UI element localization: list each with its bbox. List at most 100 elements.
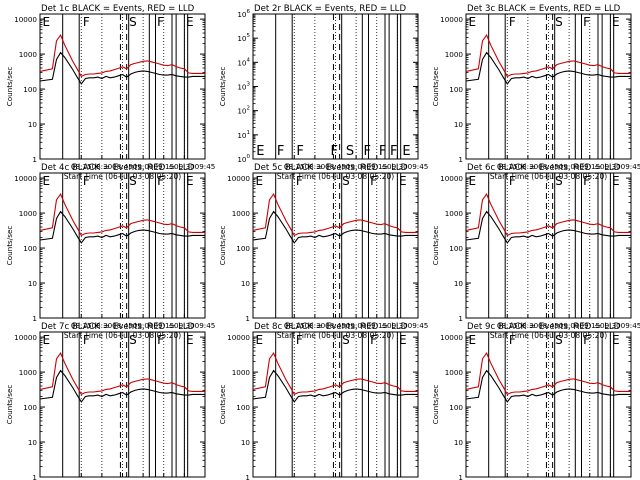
x-tick-label: 09:30 <box>600 162 621 171</box>
x-tick-label: 09:45 <box>621 321 640 330</box>
y-tick-label: 1 <box>245 473 250 480</box>
flag-letter: S <box>555 333 563 347</box>
panel-title: Det 9c BLACK = Events, RED = LLD <box>467 322 621 332</box>
flag-letter: E <box>255 333 263 347</box>
y-tick-label: 10000 <box>14 174 37 183</box>
y-tick-label: 105 <box>237 33 250 43</box>
flag-letter: E <box>468 15 476 29</box>
y-tick-label: 10000 <box>227 174 250 183</box>
flag-letter: S <box>129 15 137 29</box>
flag-letter: E <box>612 174 620 188</box>
y-tick-label: 1 <box>32 473 37 480</box>
x-tick-label: 08:15 <box>284 321 305 330</box>
events-series-line <box>40 210 205 244</box>
y-tick-label: 10 <box>454 279 464 288</box>
x-tick-label: 09:00 <box>346 321 367 330</box>
y-axis-label: Counts/sec <box>218 385 227 425</box>
x-tick-label: 08:45 <box>112 321 133 330</box>
x-tick-label: 09:15 <box>366 162 387 171</box>
panel-title: Det 3c BLACK = Events, RED = LLD <box>467 4 621 14</box>
events-series-line <box>253 369 418 403</box>
flag-letter: E <box>186 174 194 188</box>
flag-letter: E <box>399 174 407 188</box>
flag-letter: E <box>42 174 50 188</box>
panel-title: Det 8c BLACK = Events, RED = LLD <box>254 322 408 332</box>
y-axis-label: Counts/sec <box>431 385 440 425</box>
events-series-line <box>40 51 205 85</box>
events-series-line <box>466 369 631 403</box>
y-tick-label: 1 <box>32 314 37 323</box>
flag-letter: S <box>129 333 137 347</box>
flag-letter: F <box>296 144 303 159</box>
y-axis-label: Counts/sec <box>218 67 227 107</box>
flag-letter: E <box>255 174 263 188</box>
flag-letter: F <box>277 144 284 159</box>
flag-letter: E <box>42 15 50 29</box>
x-tick-label: 08:15 <box>284 162 305 171</box>
y-tick-label: 100 <box>237 154 250 164</box>
lld-series-line <box>253 192 418 237</box>
flag-letter: F <box>379 144 386 159</box>
flag-letter: F <box>364 144 371 159</box>
flag-letter: E <box>612 333 620 347</box>
y-tick-label: 100 <box>449 85 463 94</box>
x-tick-label: 09:00 <box>346 162 367 171</box>
flag-letter: F <box>83 333 90 347</box>
x-tick-label: 09:00 <box>133 162 154 171</box>
flag-letter: F <box>157 15 164 29</box>
flag-letter: F <box>83 174 90 188</box>
flag-letter: F <box>370 174 377 188</box>
flag-letter: F <box>331 144 338 159</box>
y-tick-label: 100 <box>449 403 463 412</box>
flag-letter: S <box>555 15 563 29</box>
lld-series-line <box>40 192 205 237</box>
flag-letter: E <box>468 174 476 188</box>
y-tick-label: 1 <box>245 314 250 323</box>
lld-series-line <box>40 33 205 78</box>
x-tick-label: 08:15 <box>497 162 518 171</box>
y-tick-label: 102 <box>237 106 250 116</box>
flag-letter: E <box>186 333 194 347</box>
y-tick-label: 10 <box>28 438 38 447</box>
lld-series-line <box>466 192 631 237</box>
x-tick-label: 08:45 <box>325 162 346 171</box>
x-tick-label: 09:15 <box>153 321 174 330</box>
x-tick-label: 09:45 <box>195 162 216 171</box>
y-tick-label: 1000 <box>445 50 464 59</box>
y-tick-label: 101 <box>237 130 250 140</box>
y-tick-label: 10 <box>454 120 464 129</box>
x-tick-label: 08:45 <box>538 162 559 171</box>
y-tick-label: 1 <box>458 314 463 323</box>
y-tick-label: 104 <box>237 57 250 67</box>
panel-title: Det 4c BLACK = Events, RED = LLD <box>41 163 195 173</box>
y-tick-label: 100 <box>236 403 250 412</box>
flag-letter: E <box>256 144 264 159</box>
y-tick-label: 100 <box>236 244 250 253</box>
y-tick-label: 10 <box>454 438 464 447</box>
x-tick-label: 08:45 <box>325 321 346 330</box>
x-tick-label: 08:15 <box>497 321 518 330</box>
y-axis-label: Counts/sec <box>431 67 440 107</box>
lld-series-line <box>253 351 418 396</box>
flag-letter: F <box>83 15 90 29</box>
x-tick-label: 08:30 <box>92 321 113 330</box>
y-tick-label: 10 <box>28 120 38 129</box>
flag-letter: S <box>346 144 354 159</box>
panel-title: Det 6c BLACK = Events, RED = LLD <box>467 163 621 173</box>
x-tick-label: 09:45 <box>621 162 640 171</box>
events-series-line <box>466 51 631 85</box>
x-tick-label: 08:30 <box>305 321 326 330</box>
panel-title: Det 1c BLACK = Events, RED = LLD <box>41 4 195 14</box>
x-tick-label: 08:45 <box>538 321 559 330</box>
flag-letter: F <box>157 174 164 188</box>
flag-letter: S <box>129 174 137 188</box>
lld-series-line <box>466 33 631 78</box>
y-tick-label: 10000 <box>440 174 463 183</box>
flag-letter: F <box>583 333 590 347</box>
x-tick-label: 09:30 <box>174 321 195 330</box>
y-tick-label: 103 <box>237 82 250 92</box>
